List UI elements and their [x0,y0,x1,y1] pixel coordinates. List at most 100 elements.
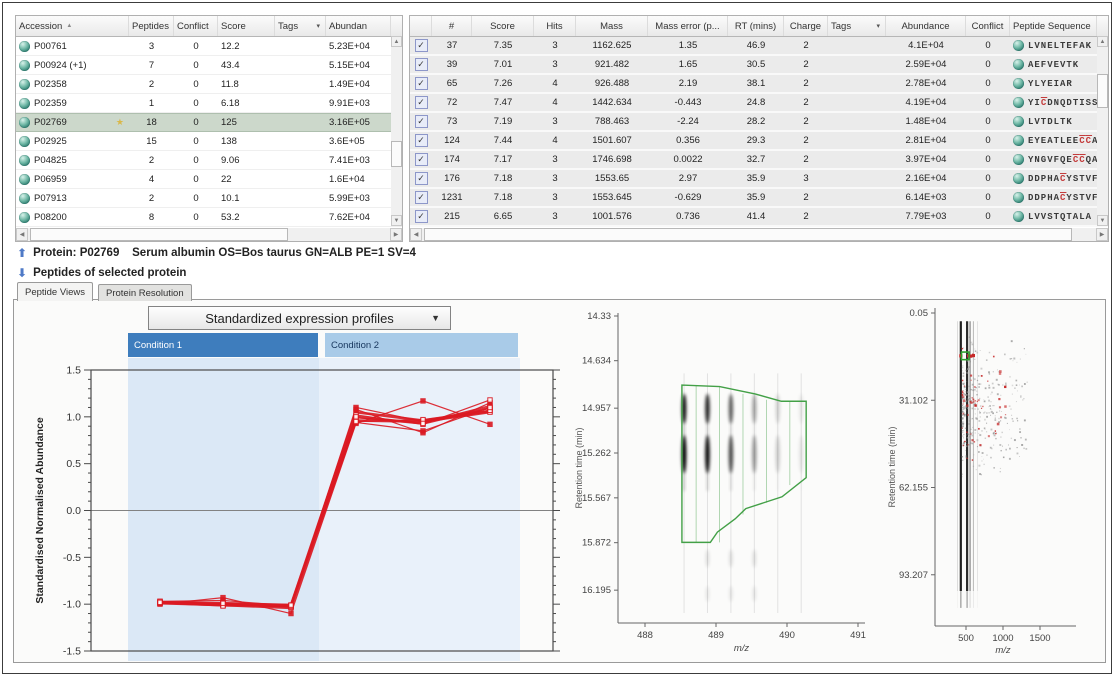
row-checkbox[interactable]: ✓ [414,172,428,185]
expression-profile-chart[interactable]: 1.5 1.0 0.5 0.0 -0.5 -1.0 -1.5 Standardised Nor… [23,303,563,665]
vscroll-thumb[interactable] [391,141,402,167]
sequence-cell: YICDNQDTISS [1010,94,1097,111]
column-header-peptides[interactable]: Peptides [129,16,174,36]
table-row[interactable]: ✓ 124 7.44 4 1501.607 0.356 29.3 2 2.81E+04 0 EYEA… [410,132,1108,151]
row-checkbox[interactable]: ✓ [414,77,428,90]
row-checkbox[interactable]: ✓ [414,191,428,204]
column-header-mass[interactable]: Mass [576,16,648,36]
scroll-right-icon[interactable]: ▶ [1096,228,1108,241]
scroll-down-icon[interactable]: ▼ [1097,215,1108,226]
abundance-cell: 3.16E+05 [329,117,370,128]
table-row[interactable]: P02769 ★ 18 0 125 3.16E+05 [16,113,402,132]
scroll-left-icon[interactable]: ◀ [410,228,422,241]
scroll-up-icon[interactable]: ▲ [1097,36,1108,47]
chevron-down-icon[interactable]: ▾ [316,23,320,30]
protein-table-vscrollbar[interactable]: ▲ ▼ [391,36,402,226]
peptide-table-vscrollbar[interactable]: ▲ ▼ [1097,36,1108,226]
table-row[interactable]: ✓ 72 7.47 4 1442.634 -0.443 24.8 2 4.19E+04 0 YICD… [410,94,1108,113]
table-row[interactable]: P02925 15 0 138 3.6E+05 [16,132,402,151]
row-checkbox[interactable]: ✓ [414,210,428,223]
peptide-icon [1013,116,1024,127]
peptide-sequence: YNGVFQECCQA [1028,154,1097,165]
tags-cell [828,56,886,73]
charge-cell: 2 [803,192,809,203]
table-row[interactable]: P00761 3 0 12.2 5.23E+04 [16,37,402,56]
column-header-mass_error[interactable]: Mass error (p... [648,16,728,36]
table-row[interactable]: ✓ 176 7.18 3 1553.65 2.97 35.9 3 2.16E+04 0 DDPHAC… [410,170,1108,189]
num-cell: 176 [444,173,460,184]
table-row[interactable]: P06959 4 0 22 1.6E+04 [16,170,402,189]
peptide-icon [1013,154,1024,165]
abundance-cell: 1.48E+04 [905,116,947,127]
sequence-cell: LVNELTEFAK [1010,37,1097,54]
run-overview-chart[interactable]: 0.05 31.102 62.155 93.207 500 1000 1500 m/z Rete… [881,301,1109,663]
column-header-rt[interactable]: RT (mins) [728,16,784,36]
peptide-table-hscrollbar[interactable]: ◀ ▶ [410,228,1108,241]
tab-label: Protein Resolution [106,287,184,299]
svg-text:500: 500 [958,633,974,644]
column-header-score[interactable]: Score [218,16,275,36]
protein-table-hscrollbar[interactable]: ◀ ▶ [16,228,402,241]
table-row[interactable]: P04825 2 0 9.06 7.41E+03 [16,151,402,170]
row-checkbox[interactable]: ✓ [414,115,428,128]
svg-text:-1.5: -1.5 [63,646,81,658]
charge-cell: 2 [803,116,809,127]
table-row[interactable]: ✓ 174 7.17 3 1746.698 0.0022 32.7 2 3.97E+04 0 YNG… [410,151,1108,170]
profile-mode-dropdown[interactable]: Standardized expression profiles ▼ [148,306,451,330]
chevron-down-icon[interactable]: ▾ [876,23,880,30]
vscroll-thumb[interactable] [1097,74,1108,108]
scroll-down-icon[interactable]: ▼ [391,215,402,226]
mass-cell: 1746.698 [592,154,632,165]
column-header-hits[interactable]: Hits [534,16,576,36]
table-row[interactable]: P02359 1 0 6.18 9.91E+03 [16,94,402,113]
hscroll-thumb[interactable] [30,228,288,241]
sequence-cell: YNGVFQECCQA [1010,151,1097,168]
row-checkbox[interactable]: ✓ [414,96,428,109]
row-checkbox[interactable]: ✓ [414,39,428,52]
scroll-right-icon[interactable]: ▶ [390,228,402,241]
row-checkbox[interactable]: ✓ [414,58,428,71]
column-header-sequence[interactable]: Peptide Sequence [1010,16,1097,36]
mass-cell: 1442.634 [592,97,632,108]
table-row[interactable]: ✓ 215 6.65 3 1001.576 0.736 41.4 2 7.79E+03 0 LVVS… [410,208,1108,227]
scroll-left-icon[interactable]: ◀ [16,228,28,241]
column-header-score[interactable]: Score [472,16,534,36]
table-row[interactable]: ✓ 73 7.19 3 788.463 -2.24 28.2 2 1.48E+04 0 LVTDLT… [410,113,1108,132]
accession-label: P08200 [34,211,67,223]
scroll-up-icon[interactable]: ▲ [391,36,402,47]
table-row[interactable]: ✓ 65 7.26 4 926.488 2.19 38.1 2 2.78E+04 0 YLYEIAR [410,75,1108,94]
column-header-check[interactable] [410,16,432,36]
table-row[interactable]: P02358 2 0 11.8 1.49E+04 [16,75,402,94]
abundance-cell: 7.79E+03 [905,211,947,222]
tags-cell [275,37,326,55]
peptide-ion-map-chart[interactable]: 14.33 14.634 14.957 15.262 15.567 15.872 16.19… [568,301,878,663]
row-checkbox[interactable]: ✓ [414,153,428,166]
column-header-abundance[interactable]: Abundan [326,16,391,36]
mass-cell: 1001.576 [592,211,632,222]
hscroll-thumb[interactable] [424,228,1072,241]
column-header-tags[interactable]: Tags ▾ [275,16,326,36]
column-header-conflict[interactable]: Conflict [966,16,1010,36]
column-header-abundance[interactable]: Abundance [886,16,966,36]
table-row[interactable]: ✓ 39 7.01 3 921.482 1.65 30.5 2 2.59E+04 0 AEFVEVT… [410,56,1108,75]
table-row[interactable]: P00924 (+1) 7 0 43.4 5.15E+04 [16,56,402,75]
column-header-charge[interactable]: Charge [784,16,828,36]
tab-protein-resolution[interactable]: Protein Resolution [98,284,192,301]
mass-cell: 1553.645 [592,192,632,203]
conflict-cell: 0 [193,59,199,71]
table-row[interactable]: P08200 8 0 53.2 7.62E+04 [16,208,402,227]
column-header-conflict[interactable]: Conflict [174,16,218,36]
column-header-accession[interactable]: Accession ▲ [16,16,129,36]
tags-cell [828,208,886,225]
mass-cell: 1553.65 [594,173,630,184]
tab-peptide-views[interactable]: Peptide Views [17,282,94,301]
table-row[interactable]: P07913 2 0 10.1 5.99E+03 [16,189,402,208]
column-header-tags[interactable]: Tags ▾ [828,16,886,36]
score-cell: 6.65 [493,211,513,222]
column-header-num[interactable]: # [432,16,472,36]
score-cell: 7.18 [493,173,513,184]
table-row[interactable]: ✓ 37 7.35 3 1162.625 1.35 46.9 2 4.1E+04 0 LVNELTE… [410,37,1108,56]
conflict-cell: 0 [985,192,991,203]
row-checkbox[interactable]: ✓ [414,134,428,147]
table-row[interactable]: ✓ 1231 7.18 3 1553.645 -0.629 35.9 2 6.14E+03 0 DD… [410,189,1108,208]
